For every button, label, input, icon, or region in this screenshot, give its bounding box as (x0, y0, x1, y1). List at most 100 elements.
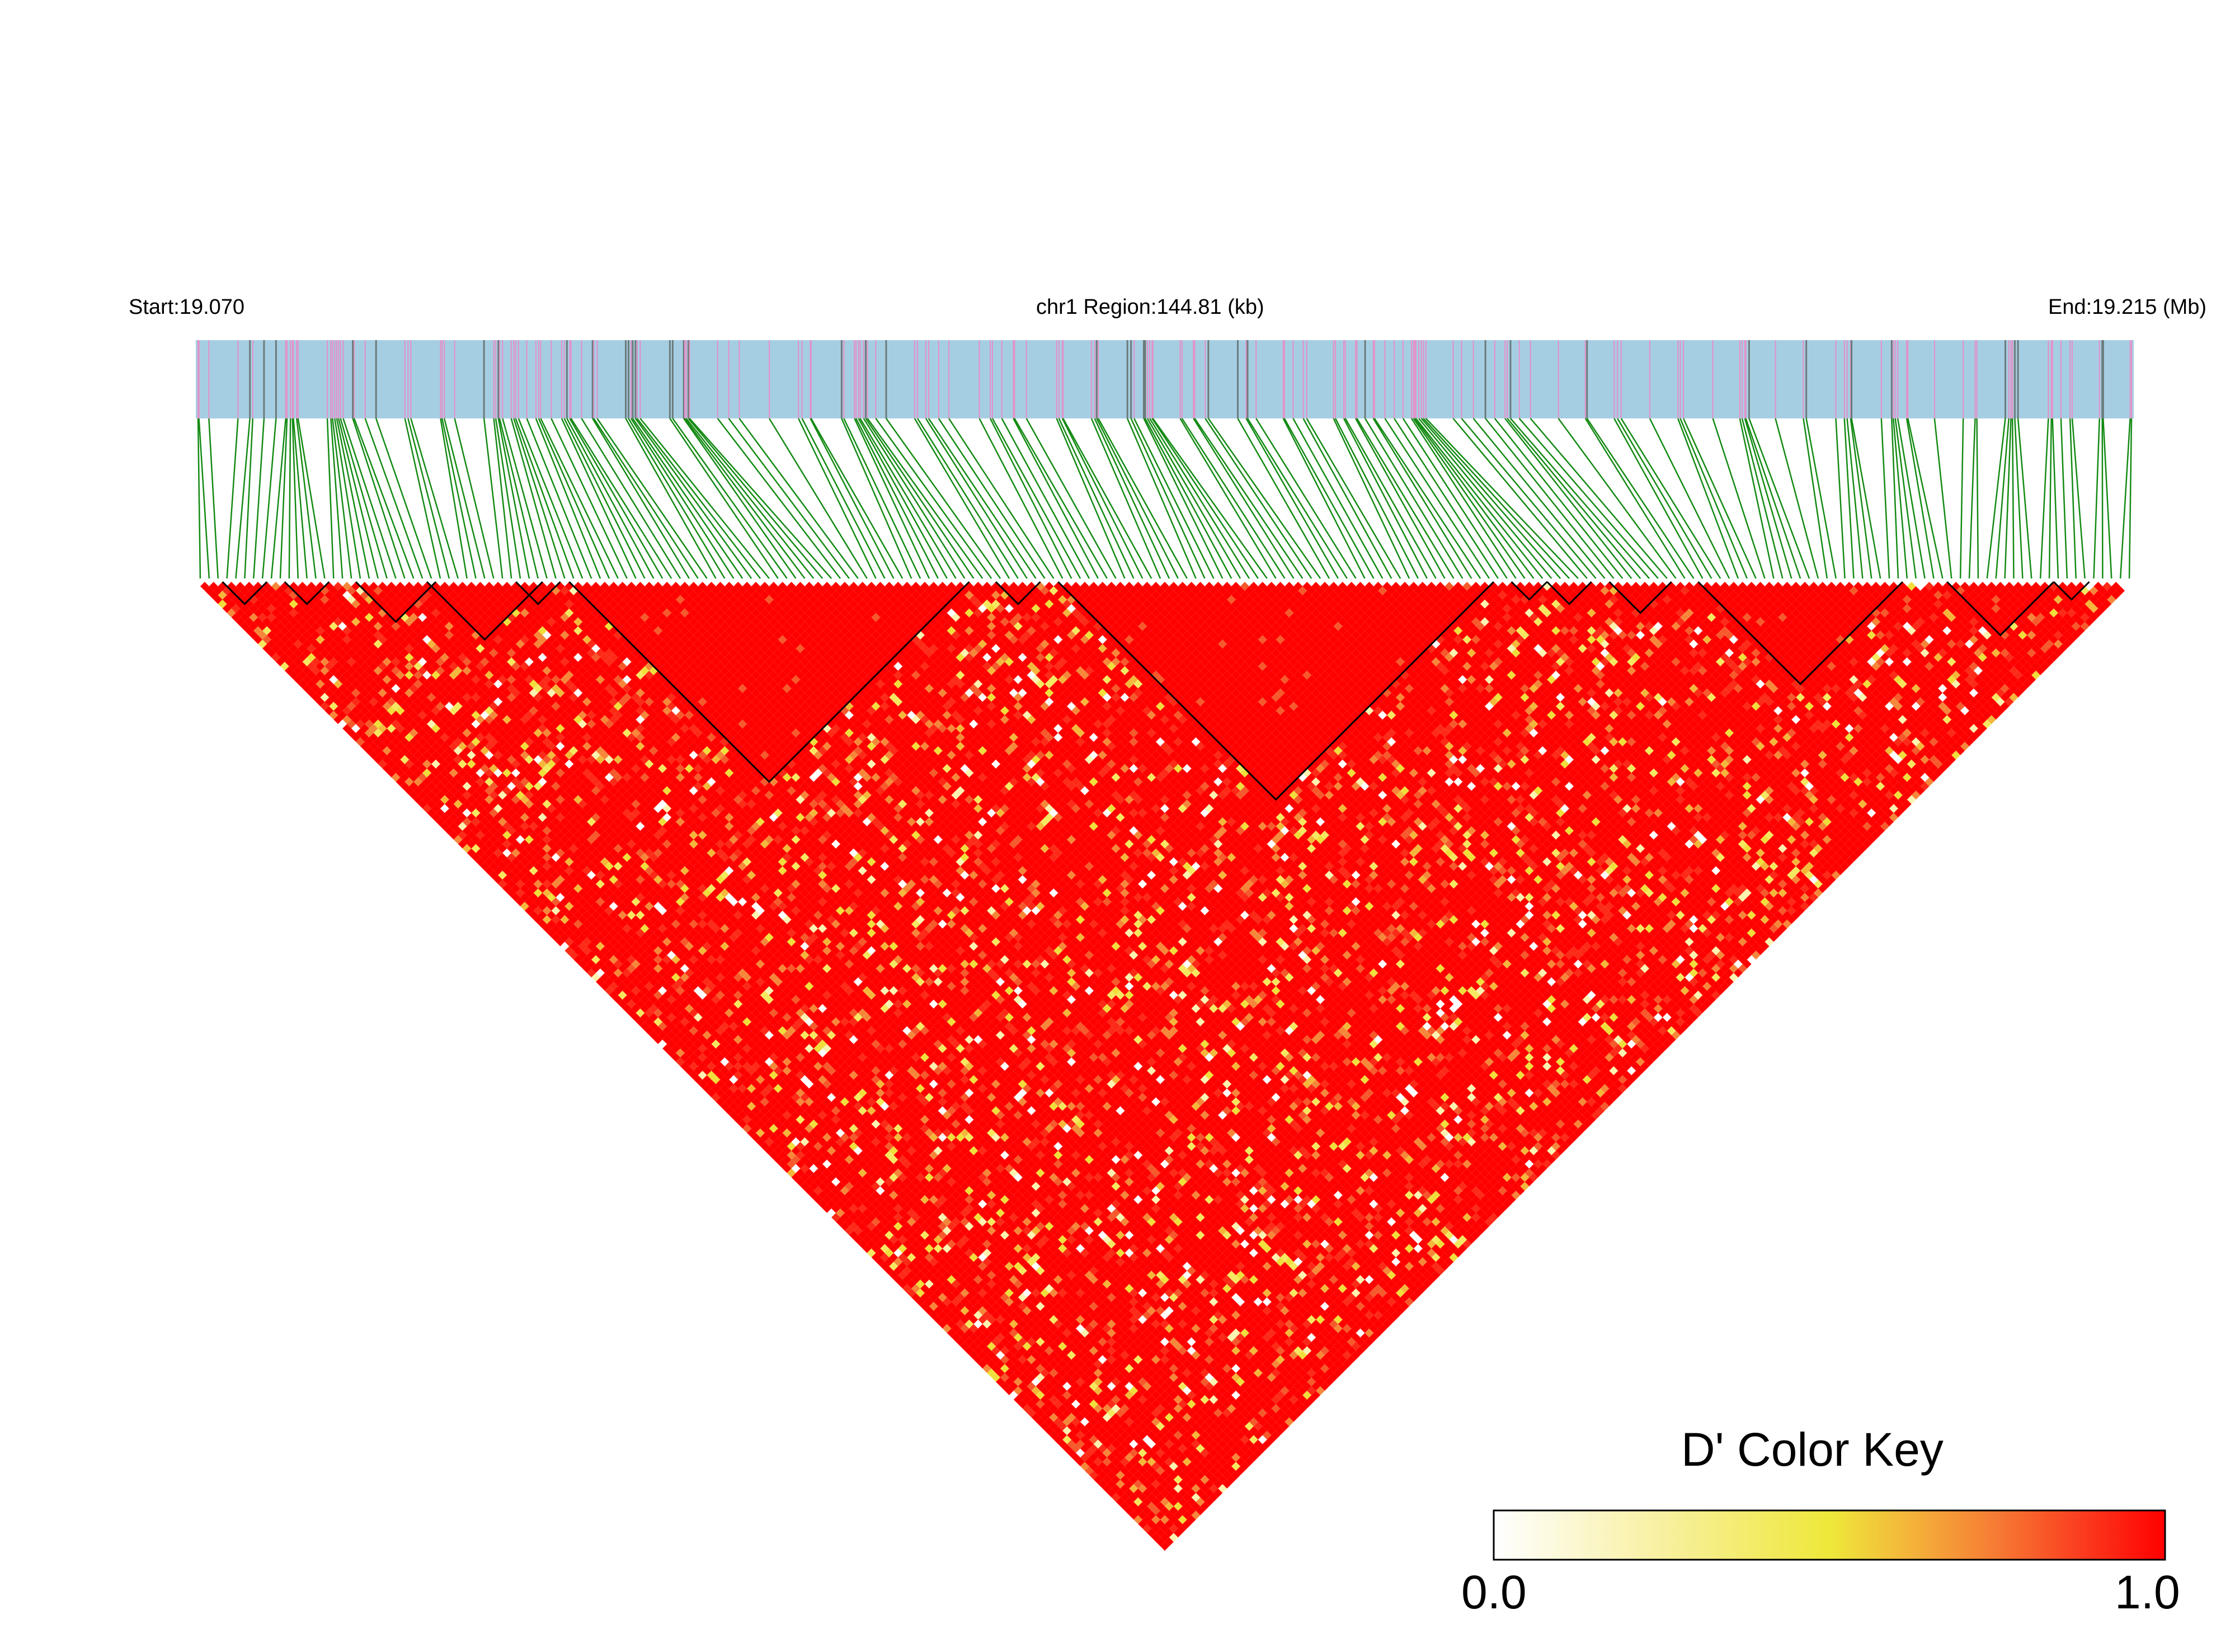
ld-cell (569, 933, 578, 942)
ld-cell (404, 759, 414, 769)
snp-connector (513, 418, 566, 579)
ld-cell (458, 830, 467, 840)
ld-cell (564, 919, 574, 929)
ld-cell (822, 1204, 832, 1213)
snp-connector (1843, 418, 1855, 579)
ld-cell (471, 826, 481, 835)
ld-cell (1036, 1417, 1045, 1427)
ld-cell (427, 808, 436, 818)
snp-connector (1425, 418, 1579, 579)
ld-cell (231, 604, 241, 613)
snp-connector (639, 418, 770, 579)
snp-connector (2004, 418, 2012, 579)
ld-cell (982, 1346, 992, 1356)
snp-connector (288, 418, 291, 579)
ld-cell (818, 1173, 827, 1182)
ld-cell (796, 1168, 805, 1178)
ld-cell (707, 1079, 716, 1089)
ld-cell (991, 1364, 1001, 1373)
ld-cell (569, 950, 578, 960)
ld-cell (440, 795, 449, 804)
ld-cell (591, 946, 600, 956)
ld-cell (364, 719, 374, 729)
snp-connector (683, 418, 797, 579)
ld-cell (782, 1164, 792, 1173)
snp-connector (410, 418, 459, 579)
ld-cell (218, 590, 227, 600)
ld-cell (889, 1253, 898, 1262)
snp-connector (515, 418, 575, 579)
snp-connector (1880, 418, 1890, 579)
snp-connector (1504, 418, 1632, 579)
ld-cell (453, 808, 463, 818)
ld-cell (418, 773, 427, 782)
ld-cell (560, 942, 570, 951)
ld-cell (800, 1155, 810, 1164)
ld-cell (871, 1244, 881, 1253)
ld-cell (831, 1186, 841, 1196)
ld-cell (258, 639, 267, 649)
snp-connector (1090, 418, 1161, 579)
snp-connector (938, 418, 1046, 579)
ld-cell (302, 657, 312, 666)
ld-cell (880, 1244, 890, 1253)
ld-cell (289, 662, 298, 671)
ld-cell (556, 910, 565, 920)
ld-cell (493, 875, 503, 884)
ld-cell (418, 799, 427, 809)
ld-cell (480, 853, 490, 862)
ld-cell (658, 1030, 667, 1040)
snp-connector (498, 418, 539, 579)
ld-cell (942, 1324, 952, 1333)
ld-cell (560, 924, 570, 933)
ld-cell (391, 764, 401, 773)
ld-cell (969, 1350, 978, 1360)
ld-cell (1080, 1462, 1089, 1471)
ld-cell (796, 1150, 805, 1160)
ld-cell (333, 697, 343, 707)
ld-cell (569, 942, 578, 951)
ld-cell (320, 693, 330, 702)
snp-connector (1302, 418, 1392, 579)
ld-cell (231, 613, 241, 622)
snp-connector (226, 418, 239, 579)
ld-cell (1120, 1493, 1130, 1502)
ld-cell (556, 928, 565, 938)
ld-cell (307, 662, 316, 671)
ld-cell (1107, 1470, 1116, 1480)
snp-connector (1452, 418, 1588, 579)
ld-cell (773, 1146, 783, 1155)
ld-cell (707, 1088, 716, 1098)
snp-connector (497, 418, 530, 579)
ld-cell (973, 1355, 983, 1364)
ld-cell (404, 768, 414, 778)
snp-connector (634, 418, 752, 579)
ld-cell (933, 1306, 943, 1315)
snp-connector (717, 418, 841, 579)
snp-connector (1356, 418, 1455, 579)
snp-connector (407, 418, 450, 579)
ld-cell (938, 1302, 947, 1311)
ld-cell (853, 1217, 863, 1227)
ld-cell (1071, 1453, 1081, 1462)
ld-cell (253, 617, 263, 627)
ld-cell (471, 844, 481, 853)
ld-cell (960, 1342, 970, 1351)
ld-cell (436, 799, 445, 809)
ld-cell (1058, 1430, 1067, 1440)
ld-cell (933, 1297, 943, 1307)
ld-cell (356, 719, 365, 729)
ld-cell (942, 1315, 952, 1324)
ld-cell (996, 1359, 1005, 1369)
ld-cell (902, 1275, 912, 1284)
ld-cell (1018, 1399, 1027, 1409)
snp-connector (569, 418, 664, 579)
snp-connector (1741, 418, 1784, 579)
ld-cell (787, 1142, 796, 1151)
ld-cell (351, 733, 360, 742)
ld-cell (907, 1279, 916, 1289)
ld-cell (573, 937, 583, 947)
ld-cell (978, 1350, 987, 1360)
ld-cell (907, 1270, 916, 1280)
ld-cell (338, 693, 347, 702)
